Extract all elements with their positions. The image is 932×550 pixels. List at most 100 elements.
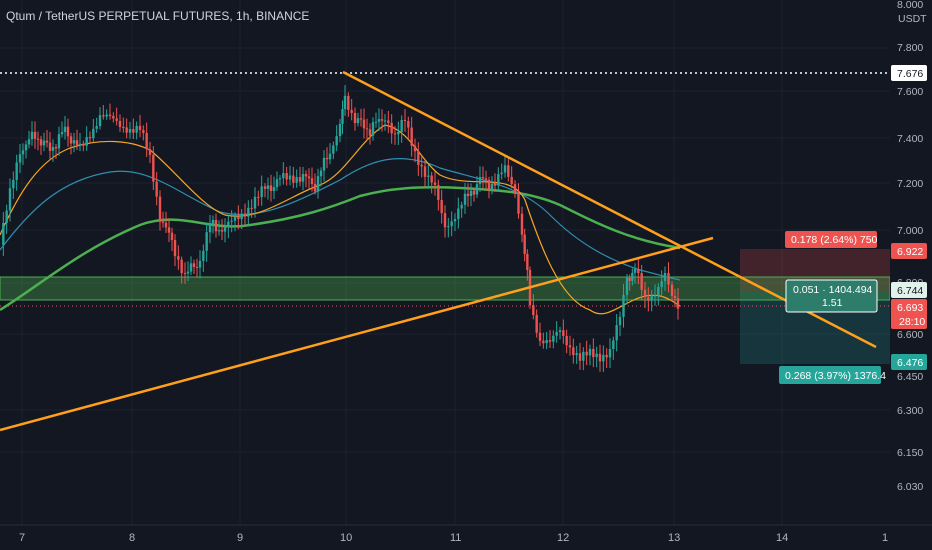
time-axis-tick: 14: [776, 532, 788, 544]
candle-body: [282, 173, 285, 179]
candle-body: [247, 207, 250, 217]
candle-body: [387, 120, 390, 123]
ascending-trendline[interactable]: [0, 236, 714, 432]
candle-body: [390, 122, 393, 134]
candle-body: [223, 227, 227, 232]
price-axis-tick: 7.000: [897, 225, 923, 237]
candle-body: [478, 177, 482, 185]
candle-body: [316, 176, 320, 192]
candle-body: [618, 316, 622, 326]
price-axis-tick: 6.450: [897, 371, 923, 383]
candle-body: [545, 340, 548, 344]
candle-body: [328, 153, 332, 160]
candle-body: [368, 129, 372, 136]
svg-text:6.693: 6.693: [897, 302, 923, 314]
candle-body: [230, 220, 233, 222]
candle-body: [437, 184, 440, 200]
candle-body: [598, 353, 602, 362]
candle-body: [292, 175, 295, 183]
candle-body: [295, 177, 298, 183]
candle-body: [657, 286, 660, 296]
candle-body: [374, 121, 378, 123]
candle-body: [275, 179, 279, 188]
candle-body: [158, 196, 162, 222]
candle-body: [484, 178, 488, 180]
candle-body: [377, 119, 381, 122]
candle-body: [82, 143, 85, 146]
time-axis-tick: 12: [557, 532, 569, 544]
candle-body: [253, 196, 257, 209]
candle-body: [338, 123, 342, 137]
candle-body: [148, 149, 152, 155]
price-axis[interactable]: 8.000 USDT 7.800 7.600 7.400 7.200 7.000…: [890, 0, 932, 525]
candle-body: [322, 157, 326, 171]
candle-body: [63, 126, 67, 133]
candle-body: [663, 273, 667, 282]
candlestick-series[interactable]: [2, 85, 680, 372]
candle-body: [142, 129, 145, 133]
support-zone[interactable]: [0, 276, 891, 301]
time-axis-tick: 13: [668, 532, 680, 544]
candle-body: [481, 177, 485, 179]
svg-text:7.676: 7.676: [897, 68, 923, 80]
candle-body: [568, 345, 572, 348]
candle-body: [575, 353, 578, 356]
candle-body: [513, 184, 517, 194]
candle-body: [263, 186, 267, 189]
candle-body: [359, 118, 363, 120]
candle-body: [214, 219, 218, 232]
position-entry-label[interactable]: 0.051 · 1404.494 1.51: [785, 279, 878, 313]
candle-body: [21, 150, 25, 155]
svg-text:6.744: 6.744: [897, 285, 923, 297]
candle-body: [66, 126, 70, 137]
candle-body: [332, 145, 335, 154]
candle-body: [304, 174, 308, 177]
candle-body: [288, 175, 292, 180]
candle-body: [135, 125, 138, 133]
price-axis-tick: 7.800: [897, 42, 923, 54]
candle-body: [122, 126, 125, 128]
candle-body: [310, 178, 314, 185]
candle-body: [475, 184, 479, 195]
candle-body: [145, 132, 148, 150]
candle-body: [517, 193, 520, 214]
candle-body: [633, 268, 637, 273]
candle-body: [650, 295, 653, 301]
candle-body: [612, 340, 615, 350]
candle-body: [453, 218, 457, 222]
candle-body: [356, 118, 360, 124]
candle-body: [647, 297, 650, 301]
last-price-tag: [891, 299, 927, 329]
candle-body: [301, 174, 305, 182]
svg-text:0.178 (2.64%) 750: 0.178 (2.64%) 750: [791, 234, 878, 246]
time-axis-tick: 8: [129, 532, 135, 544]
candle-body: [653, 295, 657, 297]
candle-body: [266, 185, 270, 189]
candle-body: [362, 119, 366, 129]
candle-body: [15, 162, 18, 180]
time-axis[interactable]: 7 8 9 10 11 12 13 14 1: [0, 524, 932, 544]
candle-body: [12, 179, 15, 189]
price-axis-tick: 6.030: [897, 481, 923, 493]
candle-body: [443, 213, 447, 228]
candle-body: [319, 170, 323, 177]
position-stop-label[interactable]: 0.268 (3.97%) 1376.4: [779, 366, 886, 384]
candle-body: [78, 143, 82, 146]
candle-body: [637, 268, 640, 274]
candle-body: [102, 115, 105, 117]
candle-body: [343, 95, 347, 110]
candle-body: [36, 138, 40, 140]
candle-body: [42, 140, 46, 146]
candle-body: [643, 289, 647, 298]
candle-body: [250, 207, 253, 209]
candle-body: [466, 193, 470, 196]
candle-body: [54, 147, 58, 149]
position-target-label[interactable]: 0.178 (2.64%) 750: [785, 231, 878, 248]
candle-body: [417, 151, 420, 165]
candle-body: [433, 182, 437, 185]
candle-body: [233, 216, 237, 221]
candle-body: [457, 208, 460, 219]
candle-body: [667, 273, 670, 285]
candle-body: [186, 271, 190, 274]
